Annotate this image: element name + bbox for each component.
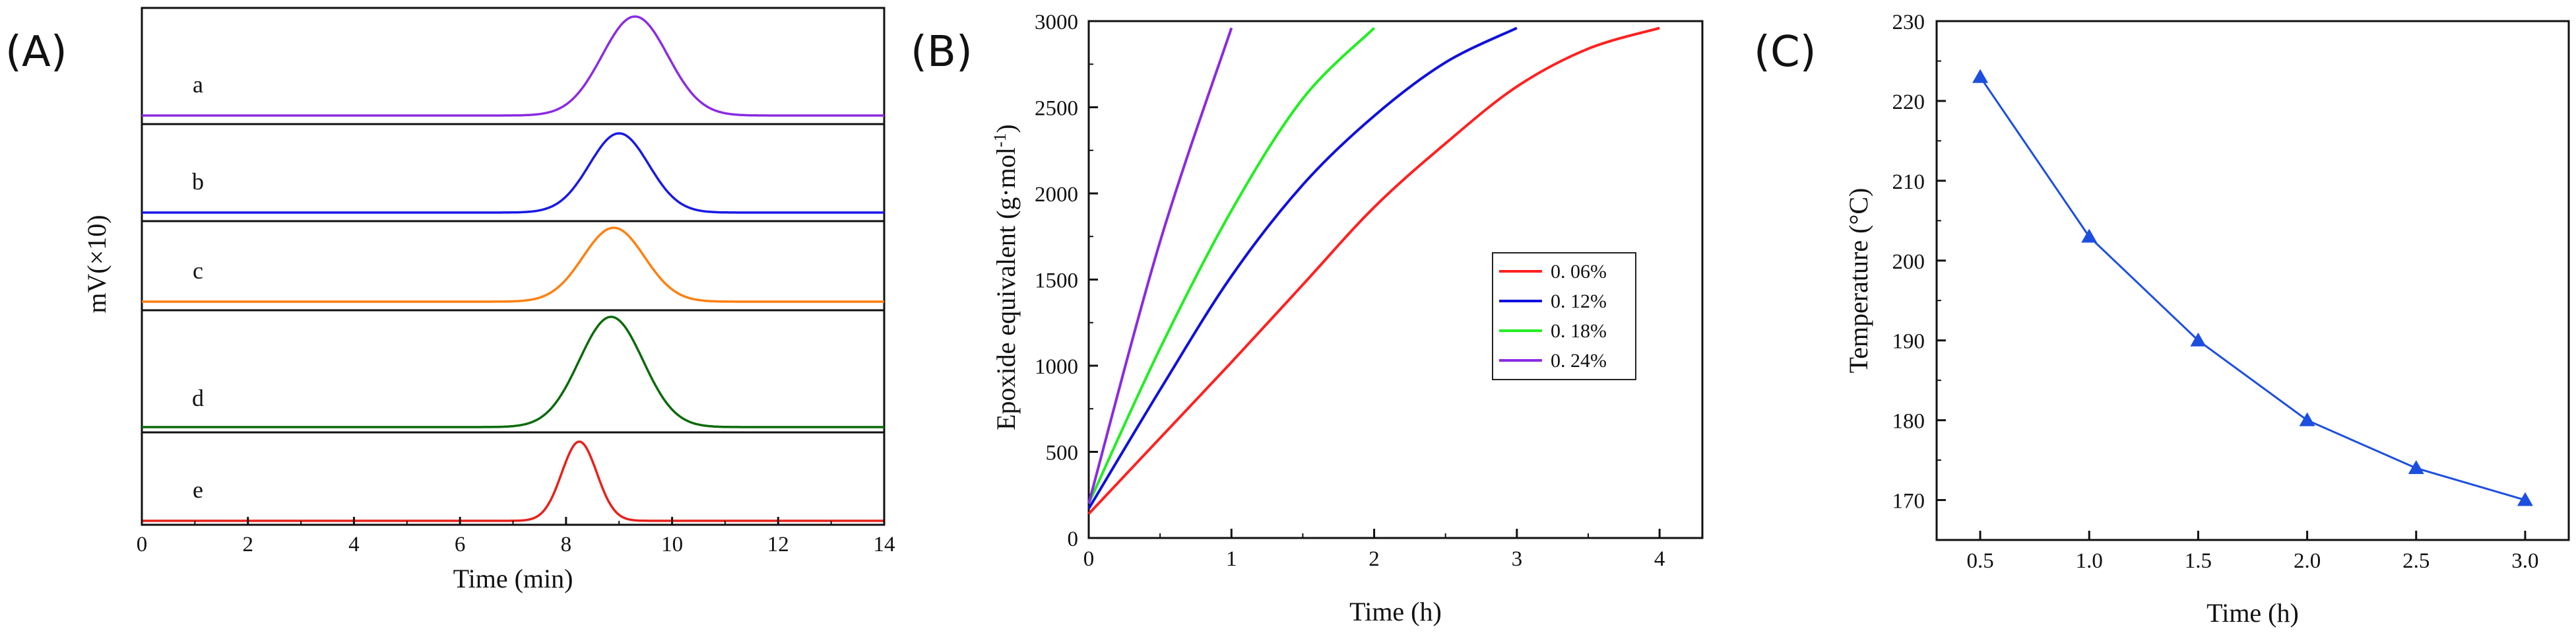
- chart-c-point: [1972, 69, 1989, 83]
- chart-c-point: [2517, 492, 2533, 506]
- chart-c-frame: [1935, 20, 2570, 541]
- chart-b-legend-label: 0. 12%: [1551, 290, 1607, 312]
- chart-b-ytick-label: 1000: [1035, 355, 1078, 379]
- chart-b-xtick-label: 1: [1226, 547, 1237, 571]
- chart-c-xtick-label: 2.5: [2402, 549, 2430, 573]
- chart-b-ytick-label: 0: [1068, 527, 1079, 551]
- chart-c-ytick-label: 230: [1892, 11, 1925, 34]
- chart-b-legend: [1492, 252, 1636, 380]
- chart-b-line-4: [1087, 27, 1233, 504]
- chart-a-xtick-label: 14: [874, 533, 895, 556]
- chart-b-line-2: [1087, 26, 1518, 510]
- panel-label-a: (A): [5, 28, 67, 77]
- chart-c-point: [2299, 412, 2315, 426]
- chart-a-xlabel: Time (min): [453, 564, 573, 593]
- chart-a-xtick-label: 12: [767, 533, 789, 556]
- chart-b-legend-label: 0. 06%: [1551, 261, 1607, 283]
- chart-a-trace-b: [142, 132, 884, 214]
- chart-c-line: [1979, 76, 2526, 501]
- chart-c-xlabel: Time (h): [2206, 598, 2299, 628]
- chart-b-ytick-label: 500: [1046, 442, 1079, 465]
- chart-a-xtick-label: 0: [137, 533, 148, 556]
- chart-a-trace-label-e: e: [193, 477, 203, 503]
- chart-a-trace-a: [142, 15, 884, 117]
- chart-c-ytick-label: 210: [1892, 170, 1925, 194]
- chart-a-trace-label-c: c: [193, 257, 203, 284]
- chart-b-xtick-label: 4: [1654, 547, 1665, 571]
- chart-b-xtick-label: 0: [1083, 547, 1095, 571]
- chart-a: mV(×10) Time (min) a b c d e 0 2 4 6 8 10 12 14: [82, 7, 895, 593]
- chart-a-trace-c: [142, 226, 884, 303]
- chart-c-ytick-label: 200: [1892, 250, 1925, 274]
- chart-a-xtick-label: 10: [661, 533, 683, 556]
- chart-a-xtick-label: 6: [455, 533, 466, 556]
- chart-b-legend-label: 0. 18%: [1551, 320, 1607, 342]
- chart-a-trace-label-a: a: [193, 71, 203, 98]
- chart-a-trace-label-d: d: [192, 385, 204, 411]
- chart-a-xtick-label: 8: [561, 533, 572, 556]
- chart-b-ylabel-sup: -1: [990, 133, 1010, 147]
- chart-b-legend-label: 0. 24%: [1551, 350, 1607, 372]
- chart-c-xtick-label: 1.5: [2185, 549, 2212, 573]
- chart-b-ylabel: Epoxide equivalent (g·mol-1): [990, 124, 1021, 430]
- chart-b-xlabel: Time (h): [1349, 597, 1442, 626]
- chart-b-line-3: [1087, 26, 1376, 504]
- chart-c-ytick-label: 190: [1892, 330, 1925, 354]
- panel-label-b: (B): [911, 28, 973, 77]
- chart-a-trace-label-b: b: [192, 168, 204, 195]
- chart-a-frame: [141, 7, 886, 526]
- chart-a-xtick-label: 2: [242, 533, 253, 556]
- chart-c-ytick-label: 180: [1892, 410, 1925, 434]
- chart-c-point: [2081, 228, 2098, 243]
- chart-b-xtick-label: 2: [1368, 547, 1380, 571]
- chart-b-ylabel-main: Epoxide equivalent (g·mol: [991, 147, 1021, 430]
- chart-c: Temperature (°C) Time (h) 0.5 1.0 1.5 2.0 2.…: [1844, 11, 2570, 628]
- chart-b-line-1: [1087, 26, 1660, 515]
- chart-b-ytick-label: 2500: [1035, 97, 1078, 121]
- chart-c-xtick-label: 0.5: [1966, 549, 1993, 573]
- chart-b-ytick-label: 3000: [1035, 11, 1078, 34]
- chart-c-ytick-label: 220: [1892, 90, 1925, 114]
- chart-c-point: [2190, 332, 2206, 347]
- chart-c-point: [2408, 460, 2424, 475]
- chart-c-ytick-label: 170: [1892, 490, 1925, 514]
- chart-c-xtick-label: 2.0: [2294, 549, 2321, 573]
- chart-a-ylabel: mV(×10): [82, 215, 112, 313]
- chart-b-ylabel-close: ): [991, 124, 1021, 133]
- chart-b-xtick-label: 3: [1512, 547, 1523, 571]
- panel-label-c: (C): [1754, 28, 1817, 77]
- chart-c-ylabel: Temperature (°C): [1844, 188, 1873, 374]
- chart-b-ytick-label: 1500: [1035, 269, 1078, 293]
- chart-c-xtick-label: 1.0: [2076, 549, 2103, 573]
- chart-b: Epoxide equivalent (g·mol-1) Time (h) 0 1…: [990, 11, 1704, 626]
- chart-a-trace-e: [142, 440, 884, 522]
- chart-b-ytick-label: 2000: [1035, 183, 1078, 207]
- chart-a-trace-d: [142, 316, 884, 428]
- chart-c-xtick-label: 3.0: [2511, 549, 2538, 573]
- chart-a-xtick-label: 4: [348, 533, 360, 556]
